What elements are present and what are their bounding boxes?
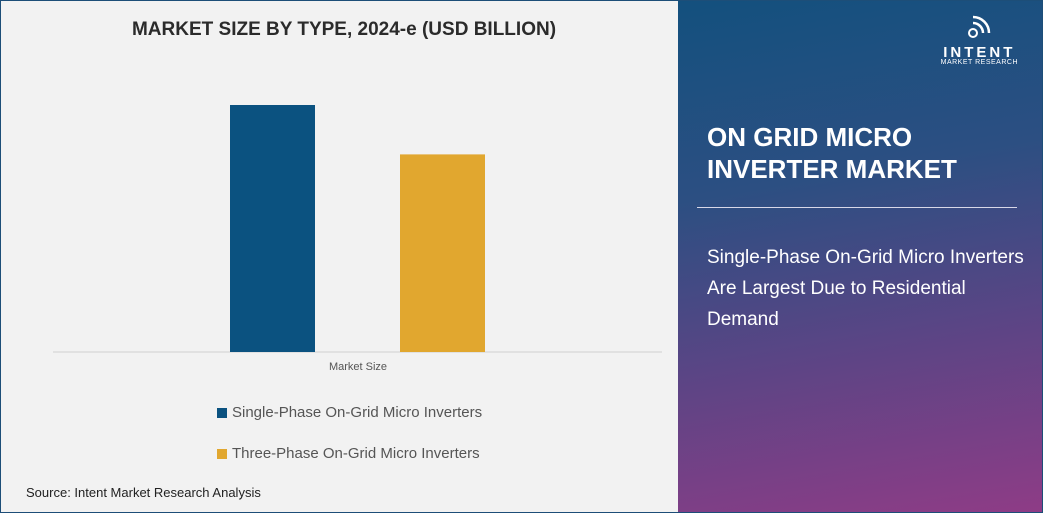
bar-single-phase — [230, 105, 315, 352]
logo: INTENT MARKET RESEARCH — [941, 13, 1018, 66]
chart-panel: MARKET SIZE BY TYPE, 2024-e (USD BILLION… — [1, 1, 677, 512]
x-category-label: Market Size — [328, 361, 388, 373]
legend-item-three-phase: Three-Phase On-Grid Micro Inverters — [217, 445, 480, 462]
market-insight: Single-Phase On-Grid Micro Inverters Are… — [707, 247, 1024, 330]
divider — [697, 207, 1017, 208]
legend-swatch — [217, 448, 227, 459]
signal-icon — [968, 15, 991, 38]
logo-brand: INTENT — [943, 44, 1016, 61]
legend-label: Single-Phase On-Grid Micro Inverters — [232, 404, 483, 421]
chart-title: MARKET SIZE BY TYPE, 2024-e (USD BILLION… — [131, 19, 557, 40]
info-panel: INTENT MARKET RESEARCH ON GRID MICRO INV… — [678, 1, 1042, 512]
legend-item-single-phase: Single-Phase On-Grid Micro Inverters — [217, 404, 482, 421]
legend-swatch — [217, 407, 227, 418]
logo-subtitle: MARKET RESEARCH — [940, 59, 1018, 66]
market-title: ON GRID MICRO INVERTER MARKET — [707, 122, 957, 184]
bar-three-phase — [400, 154, 485, 352]
source-note: Source: Intent Market Research Analysis — [26, 485, 261, 500]
legend-label: Three-Phase On-Grid Micro Inverters — [232, 445, 480, 462]
bar-chart — [53, 105, 662, 353]
